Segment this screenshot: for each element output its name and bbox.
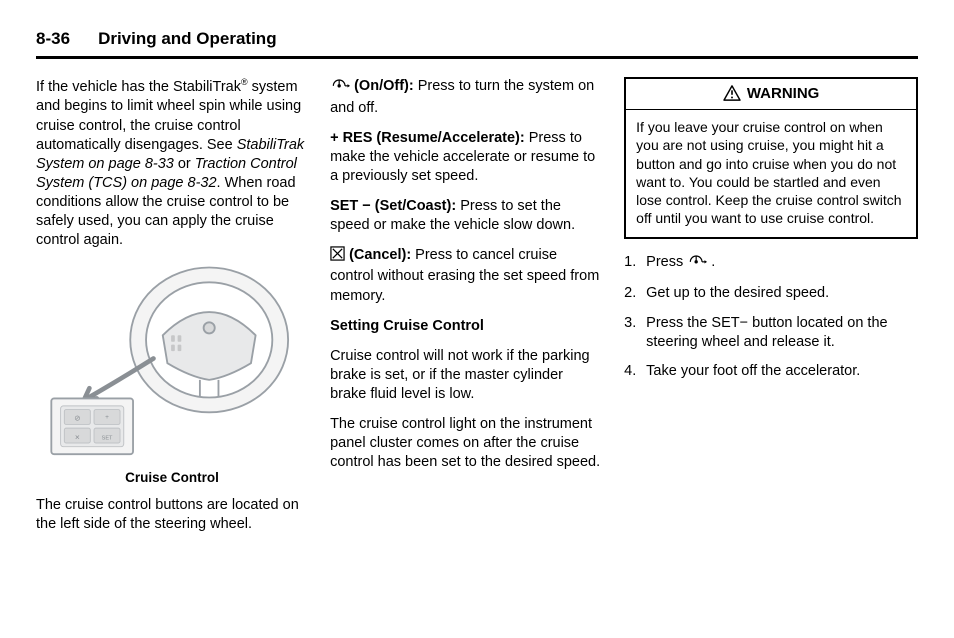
warning-box: WARNING If you leave your cruise control… [624,77,918,239]
step-1: Press . [624,253,918,274]
steps-list: Press . Get up to the desired speed. Pre… [624,253,918,381]
warning-triangle-icon [723,85,741,104]
set-item: SET − (Set/Coast): Press to set the spee… [330,197,602,235]
warning-label: WARNING [747,84,820,104]
column-3: WARNING If you leave your cruise control… [624,77,918,545]
res-item: + RES (Resume/Accelerate): Press to make… [330,129,602,186]
step-2: Get up to the desired speed. [624,284,918,303]
step-4: Take your foot off the accelerator. [624,362,918,381]
svg-text:SET: SET [102,436,113,442]
cruise-onoff-icon [687,254,707,274]
cancel-item: (Cancel): Press to cancel cruise control… [330,246,602,305]
page-header: 8-36 Driving and Operating [36,28,918,59]
figure-caption: Cruise Control [36,469,308,487]
setting-para1: Cruise control will not work if the park… [330,347,602,404]
section-title: Driving and Operating [98,29,277,48]
svg-text:+: + [105,414,109,421]
buttons-location-paragraph: The cruise control buttons are located o… [36,496,308,534]
column-2: (On/Off): Press to turn the system on an… [330,77,602,545]
stabilitrak-paragraph: If the vehicle has the StabiliTrak® syst… [36,77,308,250]
svg-text:✕: ✕ [75,435,80,442]
step-3: Press the SET− button located on the ste… [624,314,918,352]
page-number: 8-36 [36,29,70,48]
cruise-onoff-icon [330,78,350,98]
setting-para2: The cruise control light on the instrume… [330,415,602,472]
cruise-control-figure: ⊘ + ✕ SET [36,261,308,462]
cancel-icon [330,246,345,267]
warning-body: If you leave your cruise control on when… [626,110,916,237]
svg-text:⊘: ⊘ [74,414,80,423]
column-1: If the vehicle has the StabiliTrak® syst… [36,77,308,545]
setting-heading: Setting Cruise Control [330,317,602,336]
onoff-item: (On/Off): Press to turn the system on an… [330,77,602,117]
warning-heading: WARNING [626,79,916,110]
content-columns: If the vehicle has the StabiliTrak® syst… [36,77,918,545]
